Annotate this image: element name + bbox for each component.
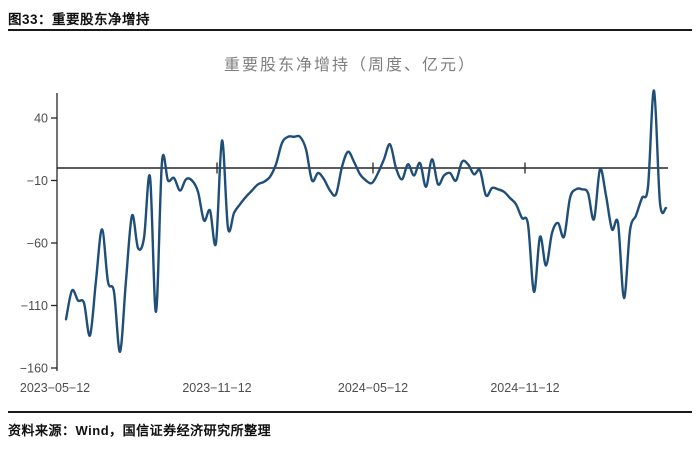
x-tick-label: 2024−05−12 bbox=[338, 381, 408, 395]
x-tick-label: 2023−11−12 bbox=[182, 381, 251, 395]
y-tick-label: −160 bbox=[20, 362, 48, 376]
source-note: 资料来源：Wind，国信证券经济研究所整理 bbox=[8, 423, 272, 438]
series-line bbox=[64, 89, 668, 354]
x-tick-label: 2024−11−12 bbox=[490, 381, 559, 395]
chart-title: 重要股东净增持（周度、亿元） bbox=[223, 57, 476, 74]
y-tick-label: −60 bbox=[27, 237, 48, 251]
x-tick-label: 2023−05−12 bbox=[20, 381, 90, 395]
header-divider bbox=[8, 29, 692, 31]
y-tick-label: −110 bbox=[21, 299, 48, 313]
y-tick-label: 40 bbox=[34, 112, 48, 126]
figure-caption: 图33：重要股东净增持 bbox=[8, 12, 151, 27]
footer-divider bbox=[8, 411, 692, 413]
y-tick-label: −10 bbox=[27, 174, 48, 188]
